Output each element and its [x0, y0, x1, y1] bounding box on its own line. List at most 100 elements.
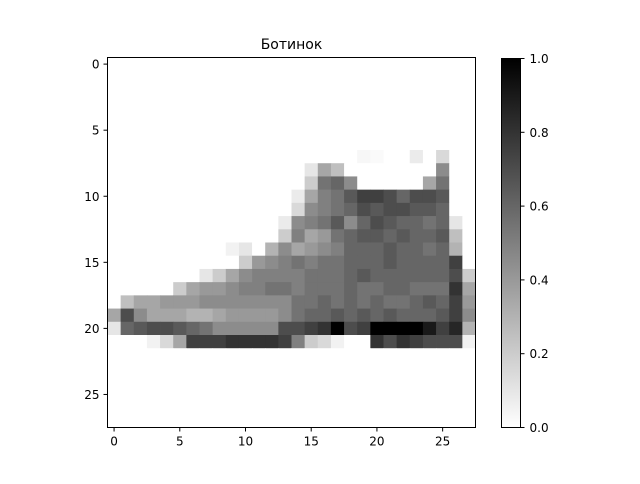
heatmap-cell: [436, 387, 450, 402]
heatmap-cell: [160, 321, 174, 336]
heatmap-cell: [396, 83, 411, 98]
heatmap-cell: [199, 70, 214, 85]
heatmap-cell: [173, 335, 187, 349]
heatmap-cell: [186, 163, 200, 177]
heatmap-cell: [265, 97, 279, 111]
heatmap-cell: [462, 308, 476, 323]
heatmap-cell: [436, 295, 450, 309]
heatmap-cell: [344, 268, 358, 283]
heatmap-cell: [160, 83, 174, 98]
heatmap-cell: [160, 176, 174, 191]
heatmap-cell: [173, 110, 187, 124]
heatmap-cell: [173, 136, 187, 151]
heatmap-cell: [462, 282, 476, 296]
heatmap-cell: [265, 414, 279, 428]
heatmap-cell: [449, 268, 463, 283]
heatmap-cell: [291, 176, 306, 191]
heatmap-cell: [422, 189, 437, 204]
heatmap-cell: [409, 387, 424, 402]
heatmap-cell: [107, 136, 122, 151]
heatmap-cell: [344, 136, 358, 151]
heatmap-cell: [449, 57, 463, 72]
heatmap-cell: [160, 57, 174, 72]
heatmap-cell: [278, 242, 292, 257]
heatmap-cell: [199, 216, 214, 230]
heatmap-cell: [357, 414, 371, 428]
heatmap-cell: [436, 229, 450, 243]
heatmap-cell: [225, 136, 240, 151]
heatmap-cell: [107, 308, 122, 323]
heatmap-cell: [396, 255, 411, 270]
heatmap-cell: [238, 374, 253, 389]
heatmap-cell: [422, 136, 437, 151]
heatmap-cell: [120, 401, 135, 415]
colorbar-axis: 0.0 0.2 0.4 0.6 0.8 1.0: [520, 52, 549, 435]
heatmap-cell: [383, 321, 398, 336]
heatmap-cell: [462, 321, 476, 336]
heatmap-cell: [304, 387, 319, 402]
heatmap-cell: [238, 176, 253, 191]
heatmap-cell: [278, 361, 292, 376]
heatmap-cell: [265, 255, 279, 270]
heatmap-cell: [422, 335, 437, 349]
heatmap-cell: [265, 374, 279, 389]
heatmap-cell: [462, 348, 476, 362]
heatmap-cell: [160, 123, 174, 138]
heatmap-cell: [304, 136, 319, 151]
heatmap-cell: [146, 295, 161, 309]
heatmap-cell: [107, 387, 122, 402]
chart-title: Ботинок: [261, 37, 323, 53]
heatmap-cell: [199, 229, 214, 243]
heatmap-cell: [462, 57, 476, 72]
heatmap-cell: [146, 216, 161, 230]
heatmap-cell: [370, 242, 384, 257]
heatmap-cell: [173, 308, 187, 323]
heatmap-cell: [278, 216, 292, 230]
heatmap-cell: [212, 361, 227, 376]
heatmap-cell: [199, 268, 214, 283]
heatmap-cell: [212, 374, 227, 389]
heatmap-cell: [225, 176, 240, 191]
heatmap-cell: [265, 216, 279, 230]
heatmap-cell: [409, 401, 424, 415]
heatmap-cell: [278, 295, 292, 309]
heatmap-cell: [120, 83, 135, 98]
heatmap-cell: [107, 229, 122, 243]
heatmap-cell: [317, 335, 332, 349]
heatmap-cell: [317, 83, 332, 98]
heatmap-cell: [225, 70, 240, 85]
heatmap-cell: [396, 57, 411, 72]
heatmap-cell: [409, 150, 424, 164]
heatmap-cell: [133, 387, 148, 402]
heatmap-cell: [344, 387, 358, 402]
heatmap-cell: [212, 57, 227, 72]
heatmap-cell: [317, 282, 332, 296]
heatmap-cell: [146, 321, 161, 336]
heatmap-cell: [396, 123, 411, 138]
heatmap-cell: [199, 57, 214, 72]
heatmap-cell: [212, 123, 227, 138]
heatmap-cell: [383, 295, 398, 309]
heatmap-cell: [278, 150, 292, 164]
heatmap-cell: [265, 123, 279, 138]
heatmap-cell: [357, 308, 371, 323]
heatmap-cell: [370, 202, 384, 217]
heatmap-cell: [173, 242, 187, 257]
heatmap-cell: [252, 321, 266, 336]
heatmap-cell: [383, 150, 398, 164]
heatmap-cell: [278, 110, 292, 124]
heatmap-cell: [265, 110, 279, 124]
heatmap-cell: [173, 268, 187, 283]
heatmap-cell: [146, 308, 161, 323]
heatmap-cell: [199, 414, 214, 428]
heatmap-cell: [238, 268, 253, 283]
x-tick-label: 5: [176, 435, 184, 449]
heatmap-cell: [173, 255, 187, 270]
heatmap-cell: [160, 401, 174, 415]
heatmap-cell: [330, 97, 345, 111]
heatmap-cell: [120, 229, 135, 243]
heatmap-cell: [449, 123, 463, 138]
heatmap-cell: [317, 414, 332, 428]
heatmap-cell: [396, 348, 411, 362]
heatmap-cell: [357, 150, 371, 164]
